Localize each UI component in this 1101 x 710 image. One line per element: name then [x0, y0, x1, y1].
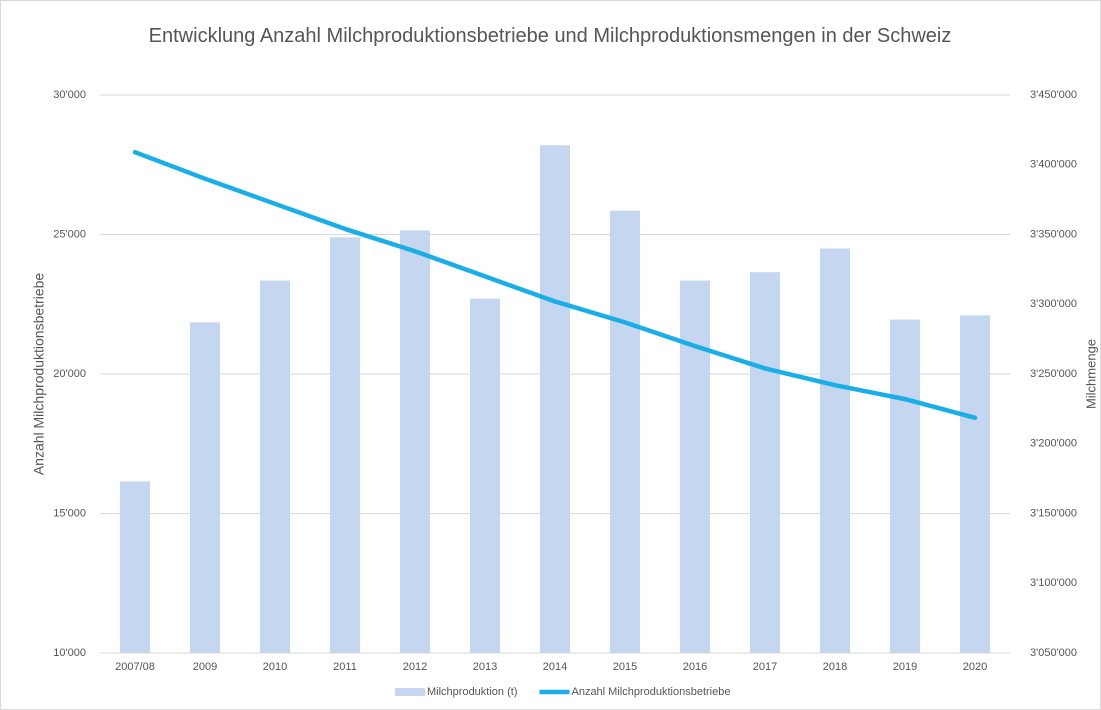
bar — [189, 322, 221, 653]
legend-label: Milchproduktion (t) — [427, 686, 517, 698]
x-tick-label: 2016 — [683, 661, 707, 673]
bar — [259, 280, 291, 653]
y2-tick-label: 3'300'000 — [1030, 298, 1077, 310]
y2-tick-label: 3'200'000 — [1030, 438, 1077, 450]
bar — [119, 481, 151, 653]
y2-tick-label: 3'400'000 — [1030, 159, 1077, 171]
x-tick-label: 2019 — [893, 661, 917, 673]
legend-label: Anzahl Milchproduktionsbetriebe — [571, 686, 730, 698]
y-tick-label: 15'000 — [53, 507, 86, 519]
y2-tick-label: 3'050'000 — [1030, 647, 1077, 659]
bar — [399, 230, 431, 653]
y-tick-label: 20'000 — [53, 368, 86, 380]
x-tick-label: 2011 — [333, 661, 357, 673]
chart-title: Entwicklung Anzahl Milchproduktionsbetri… — [148, 25, 952, 47]
x-tick-label: 2020 — [963, 661, 987, 673]
y-tick-label: 30'000 — [53, 89, 86, 101]
y-tick-label: 10'000 — [53, 647, 86, 659]
x-tick-label: 2015 — [613, 661, 637, 673]
bar — [749, 272, 781, 653]
x-tick-label: 2012 — [403, 661, 427, 673]
bar — [609, 210, 641, 653]
y2-axis-label: Milchmenge — [1083, 339, 1098, 409]
y2-tick-label: 3'450'000 — [1030, 89, 1077, 101]
y2-tick-label: 3'250'000 — [1030, 368, 1077, 380]
bar — [819, 248, 851, 653]
line — [132, 149, 978, 421]
y-axis-label: Anzahl Milchproduktionsbetriebe — [31, 273, 47, 476]
x-tick-label: 2010 — [263, 661, 287, 673]
y2-tick-label: 3'350'000 — [1030, 228, 1077, 240]
y2-tick-label: 3'150'000 — [1030, 507, 1077, 519]
x-tick-label: 2013 — [473, 661, 497, 673]
x-tick-label: 2014 — [543, 661, 567, 673]
bar — [889, 319, 921, 653]
x-tick-label: 2017 — [753, 661, 777, 673]
legend-swatch — [395, 688, 425, 696]
x-tick-label: 2007/08 — [115, 661, 155, 673]
x-tick-label: 2018 — [823, 661, 847, 673]
bar — [539, 145, 571, 653]
bar — [329, 237, 361, 654]
y2-tick-label: 3'100'000 — [1030, 577, 1077, 589]
x-tick-label: 2009 — [193, 661, 217, 673]
bar — [679, 280, 711, 653]
bar — [469, 298, 501, 653]
bar — [959, 315, 991, 653]
y-tick-label: 25'000 — [53, 228, 86, 240]
